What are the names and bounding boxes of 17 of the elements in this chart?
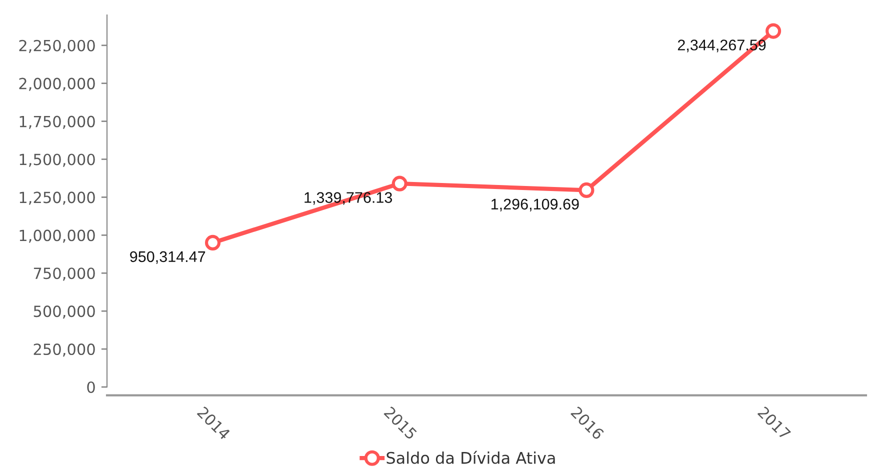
- y-tick-label: 1,250,000: [20, 192, 95, 205]
- data-label: 1,296,109.69: [491, 198, 579, 212]
- point: [578, 182, 594, 198]
- point: [766, 23, 782, 39]
- legend-label: Saldo da Dívida Ativa: [386, 450, 555, 464]
- y-tick-label: 250,000: [34, 344, 95, 357]
- point: [204, 234, 221, 250]
- y-tick-label: 1,500,000: [20, 154, 95, 167]
- y-tick-label: 1,000,000: [20, 230, 95, 243]
- y-tick-label: 500,000: [34, 306, 95, 319]
- y-tick-label: 750,000: [34, 268, 95, 281]
- y-tick-label: 2,000,000: [19, 78, 95, 91]
- point: [392, 176, 408, 192]
- y-tick-label: 1,750,000: [20, 116, 95, 129]
- y-tick-label: 2,250,000: [19, 40, 95, 53]
- data-label: 950,314.47: [130, 251, 206, 264]
- y-tick-label: 0: [87, 381, 95, 394]
